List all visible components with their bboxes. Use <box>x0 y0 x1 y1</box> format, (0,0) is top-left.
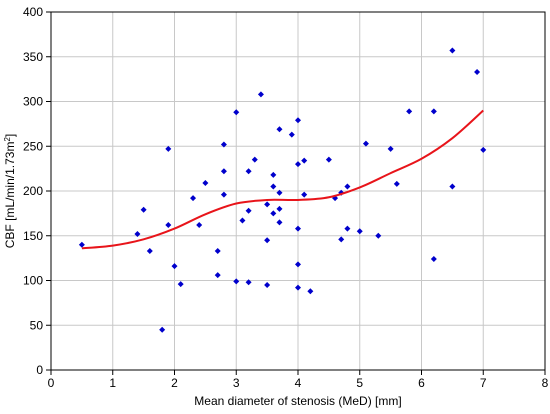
y-axis-title: CBF [mL/min/1.73m2] <box>3 134 18 249</box>
data-point <box>220 168 227 175</box>
data-point <box>276 126 283 133</box>
x-tick-label: 5 <box>356 376 363 390</box>
data-point <box>344 183 351 190</box>
data-point <box>190 195 197 202</box>
y-tick-label: 0 <box>36 363 43 377</box>
data-point <box>295 161 301 168</box>
x-tick-label: 1 <box>109 376 116 390</box>
y-tick-labels: 0 50 100 150 200 250 300 350 400 <box>23 5 43 377</box>
data-point <box>257 91 264 98</box>
data-point <box>295 261 301 268</box>
data-point <box>295 284 301 291</box>
axis-ticks <box>46 11 546 375</box>
data-point <box>165 145 172 152</box>
data-point <box>430 108 437 115</box>
data-point <box>245 168 252 175</box>
y-tick-label: 50 <box>30 318 44 332</box>
data-point <box>393 180 400 187</box>
x-tick-label: 7 <box>480 376 487 390</box>
y-axis-title-end: ] <box>3 134 17 137</box>
x-tick-label: 2 <box>171 376 178 390</box>
data-point <box>480 146 487 153</box>
data-point <box>270 183 277 190</box>
data-point <box>338 236 345 243</box>
data-point <box>177 281 184 288</box>
y-tick-label: 100 <box>23 274 43 288</box>
data-point <box>406 108 413 115</box>
x-tick-label: 6 <box>418 376 425 390</box>
x-tick-label: 4 <box>295 376 302 390</box>
data-point <box>276 219 283 226</box>
data-point <box>171 263 178 270</box>
data-point <box>295 225 301 232</box>
data-point <box>362 140 369 147</box>
data-point <box>295 117 301 124</box>
x-tick-label: 8 <box>542 376 549 390</box>
data-point <box>134 230 141 237</box>
y-tick-label: 250 <box>23 139 43 153</box>
y-tick-label: 400 <box>23 5 43 19</box>
data-point <box>146 247 153 254</box>
data-point <box>270 171 277 178</box>
x-tick-label: 0 <box>48 376 55 390</box>
x-tick-labels: 0 1 2 3 4 5 6 7 8 <box>48 376 549 390</box>
data-point <box>220 191 227 198</box>
data-point <box>245 207 252 214</box>
y-tick-label: 150 <box>23 229 43 243</box>
data-point <box>449 47 456 54</box>
data-point <box>276 205 283 212</box>
data-point <box>239 217 246 224</box>
data-point <box>375 232 382 239</box>
grid <box>51 12 545 370</box>
data-point <box>202 179 209 186</box>
y-tick-label: 350 <box>23 50 43 64</box>
data-point <box>430 256 437 263</box>
data-point <box>165 222 172 229</box>
y-tick-label: 300 <box>23 95 43 109</box>
data-point <box>264 237 271 244</box>
data-point <box>245 279 252 286</box>
data-point <box>251 156 258 163</box>
y-tick-label: 200 <box>23 184 43 198</box>
data-point <box>214 272 221 279</box>
data-point <box>301 157 308 164</box>
data-points <box>78 47 487 333</box>
data-point <box>276 189 283 196</box>
data-point <box>220 141 227 148</box>
data-point <box>233 278 240 285</box>
data-point <box>196 222 203 229</box>
data-point <box>307 288 314 295</box>
data-point <box>301 191 308 198</box>
data-point <box>78 241 85 248</box>
data-point <box>474 68 481 75</box>
data-point <box>449 183 456 190</box>
data-point <box>159 326 166 333</box>
data-point <box>214 247 221 254</box>
data-point <box>264 201 271 208</box>
data-point <box>270 210 277 217</box>
data-point <box>288 131 295 138</box>
x-tick-label: 3 <box>233 376 240 390</box>
data-point <box>233 109 240 116</box>
data-point <box>387 145 394 152</box>
data-point <box>356 228 363 235</box>
data-point <box>344 225 351 232</box>
y-axis-title-sup: 2 <box>3 137 12 142</box>
y-axis-title-main: CBF [mL/min/1.73m <box>3 142 17 249</box>
data-point <box>140 206 147 213</box>
data-point <box>264 281 271 288</box>
fit-curve <box>81 109 484 250</box>
x-axis-title: Mean diameter of stenosis (MeD) [mm] <box>194 394 401 408</box>
data-point <box>325 156 332 163</box>
